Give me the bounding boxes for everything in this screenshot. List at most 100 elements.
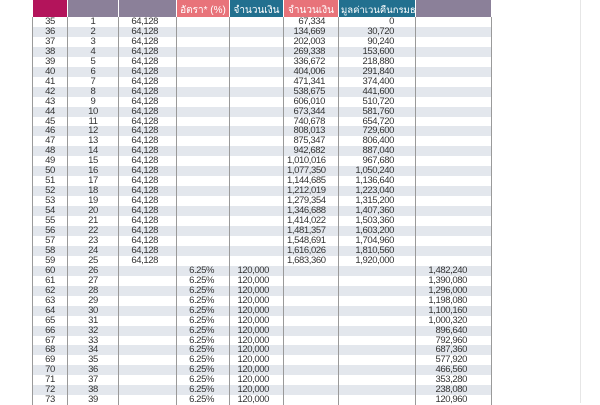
amount-cell: 120,000 <box>229 315 284 326</box>
table-row: 63 29 6.25% 120,000 1,198,080 <box>32 295 492 306</box>
col8-cell <box>415 106 492 117</box>
col8-cell <box>415 26 492 37</box>
premium-cell: 64,128 <box>118 255 177 266</box>
amount-2-cell: 67,334 <box>283 17 339 27</box>
premium-cell: 64,128 <box>118 56 177 67</box>
premium-cell: 64,128 <box>118 116 177 127</box>
col8-cell <box>415 146 492 157</box>
amount-2-cell <box>283 355 339 366</box>
amount-2-cell <box>283 325 339 336</box>
col8-cell: 1,100,160 <box>415 305 492 316</box>
year-cell: 29 <box>67 295 119 306</box>
amount-cell <box>229 226 284 236</box>
surrender-value-cell <box>338 285 416 296</box>
table-row: 57 23 64,128 1,548,691 1,704,960 <box>32 235 492 246</box>
amount-cell <box>229 216 284 227</box>
surrender-value-cell: 806,400 <box>338 136 416 147</box>
surrender-value-cell: 1,407,360 <box>338 206 416 217</box>
table-row: 48 14 64,128 942,682 887,040 <box>32 146 492 157</box>
rate-cell: 6.25% <box>176 325 230 336</box>
amount-cell <box>229 76 284 87</box>
rate-cell <box>176 106 230 117</box>
age-cell: 53 <box>32 196 68 207</box>
surrender-value-cell: 291,840 <box>338 66 416 77</box>
table-row: 53 19 64,128 1,279,354 1,315,200 <box>32 196 492 207</box>
amount-2-cell: 1,481,357 <box>283 226 339 236</box>
amount-cell <box>229 156 284 167</box>
age-cell: 45 <box>32 116 68 127</box>
surrender-value-cell: 1,704,960 <box>338 236 416 246</box>
col8-cell <box>415 255 492 266</box>
header-surrender-value: มูลค่าเวนคืนกรมธรรม์ <box>338 0 416 17</box>
surrender-value-cell: 1,920,000 <box>338 255 416 266</box>
year-cell: 18 <box>67 186 119 197</box>
year-cell: 30 <box>67 305 119 316</box>
amount-2-cell: 1,077,350 <box>283 166 339 177</box>
age-cell: 61 <box>32 275 68 286</box>
surrender-value-cell: 441,600 <box>338 86 416 97</box>
year-cell: 7 <box>67 76 119 87</box>
rate-cell <box>176 116 230 127</box>
premium-cell: 64,128 <box>118 46 177 57</box>
rate-cell <box>176 76 230 87</box>
surrender-value-cell <box>338 375 416 386</box>
header-rate: อัตรา* (%) <box>176 0 230 17</box>
rate-cell: 6.25% <box>176 375 230 386</box>
table-row: 38 4 64,128 269,338 153,600 <box>32 46 492 57</box>
premium-cell <box>118 315 177 326</box>
rate-cell <box>176 226 230 236</box>
amount-cell: 120,000 <box>229 395 284 405</box>
table-row: 45 11 64,128 740,678 654,720 <box>32 116 492 127</box>
premium-cell: 64,128 <box>118 106 177 117</box>
year-cell: 11 <box>67 116 119 127</box>
year-cell: 20 <box>67 206 119 217</box>
age-cell: 54 <box>32 206 68 217</box>
header-row: อัตรา* (%) จำนวนเงิน จำนวนเงิน มูลค่าเวน… <box>32 0 492 17</box>
age-cell: 42 <box>32 86 68 97</box>
premium-cell <box>118 365 177 376</box>
amount-cell <box>229 126 284 137</box>
table-row: 47 13 64,128 875,347 806,400 <box>32 136 492 147</box>
amount-cell <box>229 86 284 97</box>
surrender-value-cell: 887,040 <box>338 146 416 157</box>
rate-cell <box>176 156 230 167</box>
amount-cell: 120,000 <box>229 295 284 306</box>
table-row: 64 30 6.25% 120,000 1,100,160 <box>32 305 492 316</box>
year-cell: 5 <box>67 56 119 67</box>
amount-cell: 120,000 <box>229 385 284 396</box>
amount-cell: 120,000 <box>229 265 284 276</box>
amount-2-cell <box>283 315 339 326</box>
rate-cell <box>176 245 230 256</box>
col8-cell <box>415 36 492 47</box>
amount-cell <box>229 146 284 157</box>
surrender-value-cell: 1,050,240 <box>338 166 416 177</box>
surrender-value-cell: 153,600 <box>338 46 416 57</box>
amount-cell <box>229 96 284 107</box>
amount-cell <box>229 26 284 37</box>
table-row: 67 33 6.25% 120,000 792,960 <box>32 335 492 346</box>
age-cell: 57 <box>32 236 68 246</box>
table-row: 73 39 6.25% 120,000 120,960 <box>32 395 492 405</box>
year-cell: 1 <box>67 17 119 27</box>
amount-2-cell: 404,006 <box>283 66 339 77</box>
year-cell: 25 <box>67 255 119 266</box>
table-row: 50 16 64,128 1,077,350 1,050,240 <box>32 166 492 177</box>
col8-cell: 120,960 <box>415 395 492 405</box>
table-row: 42 8 64,128 538,675 441,600 <box>32 86 492 97</box>
header-amount: จำนวนเงิน <box>229 0 284 17</box>
amount-cell <box>229 235 284 246</box>
amount-2-cell: 269,338 <box>283 46 339 57</box>
col8-cell <box>415 226 492 236</box>
amount-cell <box>229 186 284 197</box>
rate-cell <box>176 26 230 37</box>
year-cell: 19 <box>67 196 119 207</box>
col8-cell: 238,080 <box>415 385 492 396</box>
year-cell: 34 <box>67 345 119 356</box>
amount-cell <box>229 206 284 217</box>
amount-2-cell: 1,616,026 <box>283 245 339 256</box>
rate-cell: 6.25% <box>176 345 230 356</box>
table-row: 68 34 6.25% 120,000 687,360 <box>32 345 492 356</box>
amount-2-cell: 538,675 <box>283 86 339 97</box>
surrender-value-cell: 1,503,360 <box>338 216 416 227</box>
col8-cell <box>415 116 492 127</box>
